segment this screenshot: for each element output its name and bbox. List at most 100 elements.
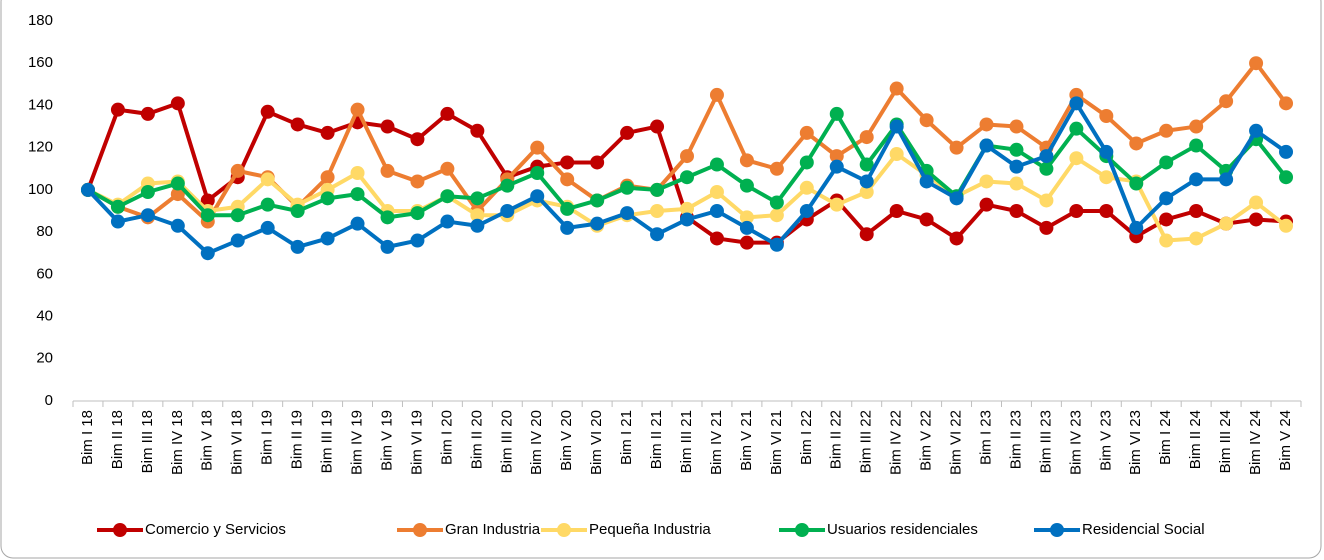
- y-tick-label: 140: [28, 96, 53, 113]
- legend-marker: [1050, 523, 1064, 537]
- series-marker: [1189, 119, 1204, 134]
- series-marker: [200, 246, 215, 261]
- series-marker: [1069, 204, 1084, 218]
- series-marker: [680, 149, 694, 164]
- series-marker: [739, 235, 754, 250]
- series-marker: [1099, 204, 1114, 218]
- series-marker: [260, 197, 275, 212]
- legend-marker: [413, 523, 427, 537]
- series-marker: [140, 185, 155, 199]
- series-marker: [889, 204, 904, 218]
- x-tick-label: Bim I 21: [618, 410, 635, 465]
- series-marker: [470, 191, 485, 206]
- series-marker: [350, 216, 365, 231]
- x-tick-label: Bim IV 21: [708, 410, 725, 475]
- series-marker: [140, 106, 155, 121]
- x-tick-label: Bim I 22: [798, 410, 815, 465]
- series-marker: [170, 176, 185, 191]
- series-marker: [410, 132, 425, 147]
- series-marker: [709, 185, 724, 199]
- series-marker: [440, 189, 455, 204]
- x-tick-label: Bim II 20: [468, 410, 485, 469]
- series-marker: [1099, 144, 1114, 159]
- y-tick-label: 180: [28, 12, 53, 29]
- series-marker: [739, 153, 754, 168]
- legend-marker: [113, 523, 127, 537]
- series-marker: [290, 117, 305, 132]
- series-marker: [979, 117, 994, 132]
- series-marker: [560, 172, 575, 187]
- series-marker: [1159, 191, 1174, 206]
- series-marker: [919, 212, 934, 227]
- x-tick-label: Bim IV 24: [1247, 410, 1264, 475]
- series-marker: [590, 193, 605, 208]
- series-marker: [110, 102, 125, 117]
- series-marker: [709, 204, 724, 218]
- series-marker: [590, 155, 605, 170]
- series-marker: [590, 216, 605, 231]
- series-marker: [290, 204, 305, 218]
- series-marker: [799, 125, 814, 140]
- x-tick-label: Bim I 19: [259, 410, 276, 465]
- x-tick-label: Bim II 21: [648, 410, 665, 469]
- series-marker: [110, 199, 125, 214]
- series-marker: [979, 197, 994, 212]
- series-marker: [829, 106, 844, 121]
- series-marker: [889, 119, 904, 134]
- x-tick-label: Bim I 23: [977, 410, 994, 465]
- series-marker: [1159, 123, 1174, 138]
- x-tick-label: Bim III 22: [858, 410, 875, 473]
- x-tick-label: Bim V 21: [738, 410, 755, 471]
- series-marker: [1129, 176, 1144, 191]
- series-marker: [110, 214, 125, 229]
- series-marker: [1039, 220, 1054, 235]
- series-marker: [350, 187, 365, 202]
- series-marker: [799, 180, 814, 195]
- series-marker: [230, 233, 245, 248]
- series-marker: [470, 218, 485, 233]
- series-marker: [919, 113, 934, 128]
- x-tick-label: Bim I 20: [438, 410, 455, 465]
- series-marker: [680, 201, 694, 216]
- series-marker: [380, 163, 395, 178]
- legend-label: Usuarios residenciales: [827, 521, 978, 538]
- x-tick-label: Bim VI 19: [408, 410, 425, 475]
- series-marker: [170, 187, 185, 202]
- x-tick-label: Bim IV 20: [528, 410, 545, 475]
- x-tick-label: Bim I 18: [79, 410, 96, 465]
- series-marker: [829, 159, 844, 174]
- series-marker: [1159, 155, 1174, 170]
- series-marker: [620, 180, 635, 195]
- x-tick-label: Bim VI 23: [1127, 410, 1144, 475]
- series-marker: [530, 189, 545, 204]
- series-marker: [680, 170, 694, 185]
- series-marker: [1099, 170, 1114, 185]
- series-marker: [1069, 121, 1084, 136]
- series-marker: [889, 81, 904, 96]
- series-marker: [530, 140, 545, 155]
- series-marker: [650, 204, 665, 218]
- series-marker: [859, 157, 874, 172]
- series-marker: [410, 233, 425, 248]
- x-tick-label: Bim V 18: [199, 410, 216, 471]
- y-tick-label: 60: [36, 265, 53, 282]
- x-tick-label: Bim II 19: [289, 410, 306, 469]
- series-marker: [470, 123, 485, 138]
- y-tick-label: 80: [36, 223, 53, 240]
- series-marker: [1249, 123, 1264, 138]
- x-tick-label: Bim VI 21: [768, 410, 785, 475]
- series-marker: [260, 104, 275, 119]
- series-marker: [1129, 220, 1144, 235]
- series-marker: [1219, 94, 1234, 109]
- series-marker: [859, 130, 874, 145]
- series-marker: [889, 147, 904, 161]
- series-marker: [739, 210, 754, 225]
- x-tick-label: Bim II 18: [109, 410, 126, 469]
- series-marker: [859, 185, 874, 199]
- series-marker: [739, 220, 754, 235]
- series-marker: [200, 208, 215, 223]
- x-tick-label: Bim IV 19: [349, 410, 366, 475]
- legend-label: Residencial Social: [1082, 521, 1205, 538]
- legend-marker: [795, 523, 809, 537]
